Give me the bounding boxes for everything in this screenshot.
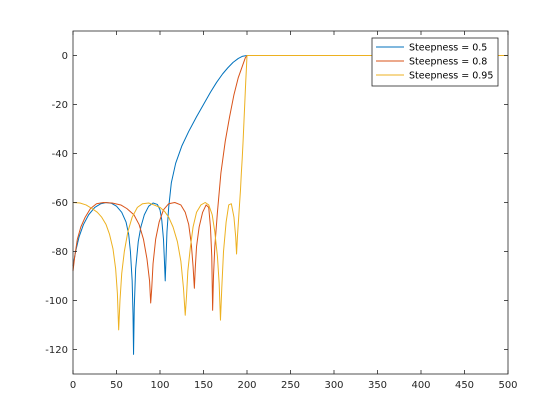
y-tick-label: -40: [52, 149, 68, 160]
legend: Steepness = 0.5 Steepness = 0.8 Steepness …: [371, 37, 499, 87]
x-tick-label: 300: [324, 380, 343, 391]
plot-background: [73, 31, 508, 374]
y-tick-label: -100: [45, 296, 68, 307]
y-tick-label: -60: [52, 198, 68, 209]
y-axis: 0 -20 -40 -60 -80 -100 -120: [45, 51, 508, 356]
y-tick-label: 0: [62, 51, 68, 62]
x-tick-label: 0: [70, 380, 76, 391]
legend-label: Steepness = 0.8: [409, 57, 487, 68]
x-axis: 0 50 100 150 200 250 300 350 400 450 500: [70, 31, 518, 391]
x-tick-label: 100: [150, 380, 169, 391]
x-tick-label: 150: [194, 380, 213, 391]
y-tick-label: -80: [52, 247, 68, 258]
x-tick-label: 350: [368, 380, 387, 391]
x-tick-label: 500: [498, 380, 517, 391]
x-tick-label: 400: [411, 380, 430, 391]
legend-box: [371, 37, 499, 87]
plot-lines: [72, 55, 508, 355]
x-tick-label: 450: [455, 380, 474, 391]
legend-label: Steepness = 0.95: [409, 71, 493, 82]
series-line-3: [72, 55, 508, 331]
y-tick-label: -120: [45, 345, 68, 356]
x-tick-label: 50: [110, 380, 123, 391]
legend-label: Steepness = 0.5: [409, 43, 487, 54]
x-tick-label: 250: [281, 380, 300, 391]
y-tick-label: -20: [52, 100, 68, 111]
x-tick-label: 200: [237, 380, 256, 391]
series-line-2: [72, 55, 508, 311]
